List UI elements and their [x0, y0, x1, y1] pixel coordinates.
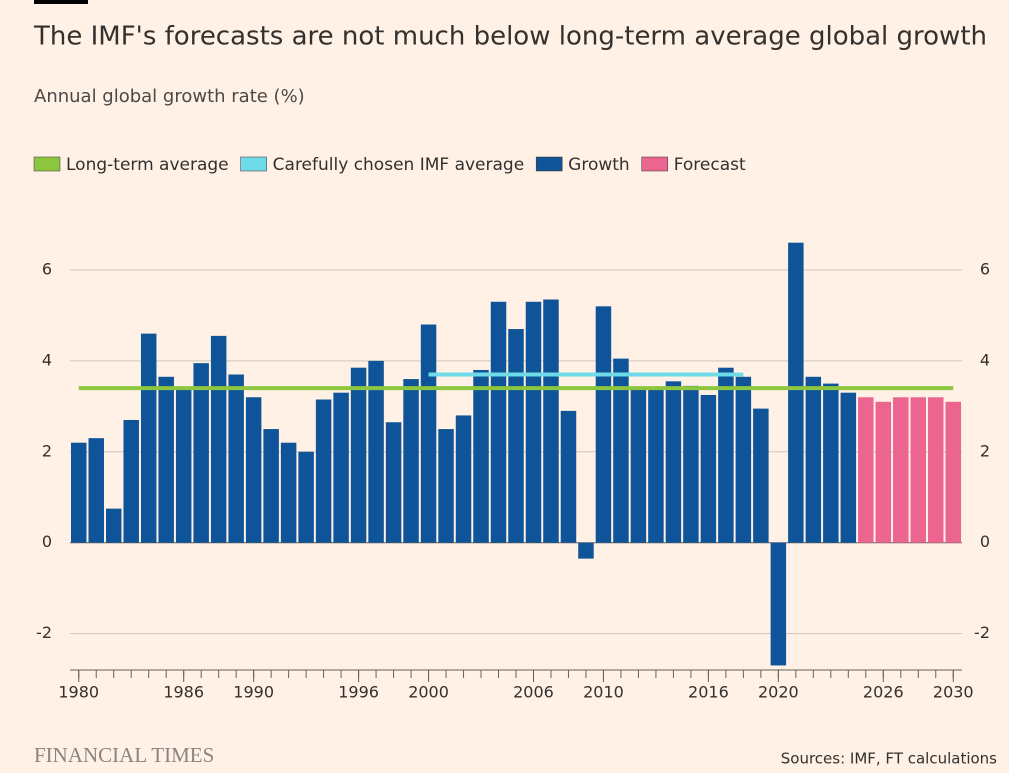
bar [280, 442, 297, 543]
bar [595, 306, 612, 543]
bar [193, 363, 209, 543]
bar [928, 397, 944, 543]
y-tick-label: 4 [42, 350, 52, 369]
bar [788, 242, 804, 543]
bar [140, 333, 157, 543]
bar [893, 397, 909, 543]
legend-swatch [641, 156, 668, 172]
x-tick-label: 2016 [688, 683, 729, 702]
y-tick-label: 0 [980, 532, 990, 551]
bar [665, 381, 682, 543]
x-tick-label: 2020 [758, 683, 799, 702]
legend-label: Growth [568, 155, 630, 175]
brand-bar [34, 0, 88, 4]
bar [700, 394, 717, 543]
bar [158, 376, 174, 543]
bar [840, 392, 857, 543]
x-tick-label: 1990 [233, 683, 274, 702]
bar [508, 329, 524, 543]
bar [123, 419, 139, 543]
chart-subtitle: Annual global growth rate (%) [34, 86, 305, 107]
y-tick-label: 6 [42, 259, 52, 278]
y-tick-label: 0 [42, 532, 52, 551]
bar [473, 369, 489, 543]
bar [333, 392, 349, 543]
bar [875, 401, 892, 543]
legend-label: Long-term average [66, 155, 229, 175]
bar [175, 388, 192, 543]
bar [770, 542, 787, 666]
bar [315, 399, 332, 543]
bar [578, 542, 594, 559]
bar [71, 442, 87, 543]
bar [805, 376, 822, 543]
bar [368, 360, 384, 543]
chart-title: The IMF's forecasts are not much below l… [33, 22, 987, 52]
bar [858, 397, 874, 543]
bar [438, 429, 454, 543]
legend: Long-term average Carefully chosen IMF av… [33, 155, 746, 175]
bar [630, 388, 647, 543]
bar [823, 383, 839, 543]
bar [753, 408, 769, 543]
bar [910, 397, 927, 543]
bar [350, 367, 367, 543]
bar [718, 367, 734, 543]
bar [613, 358, 629, 543]
bar [245, 397, 262, 543]
bar [945, 401, 961, 543]
bar [735, 376, 752, 543]
y-tick-label: 6 [980, 259, 990, 278]
x-tick-label: 2026 [863, 683, 904, 702]
bar [525, 301, 542, 543]
bar [683, 385, 699, 543]
bar [543, 299, 559, 543]
bar [263, 429, 279, 543]
legend-swatch [240, 156, 267, 172]
y-tick-label: 4 [980, 350, 990, 369]
bar [210, 335, 227, 543]
brand: FINANCIAL TIMES [34, 743, 214, 767]
bar [560, 410, 577, 543]
legend-label: Forecast [674, 155, 746, 175]
legend-label: Carefully chosen IMF average [273, 155, 525, 175]
y-tick-label: -2 [36, 623, 52, 642]
bar [298, 451, 314, 543]
bar [648, 388, 664, 543]
bar [490, 301, 507, 543]
y-tick-label: 2 [42, 441, 52, 460]
x-tick-label: 1996 [338, 683, 379, 702]
bar [455, 415, 472, 543]
y-tick-label: 2 [980, 441, 990, 460]
source: Sources: IMF, FT calculations [781, 750, 997, 768]
x-tick-label: 1980 [58, 683, 99, 702]
bar [403, 379, 419, 543]
x-tick-label: 2030 [933, 683, 974, 702]
bar [105, 508, 122, 543]
bar [420, 324, 437, 543]
legend-swatch [535, 156, 563, 172]
legend-swatch [33, 156, 61, 172]
x-tick-label: 1986 [163, 683, 204, 702]
x-tick-label: 2000 [408, 683, 449, 702]
x-tick-label: 2010 [583, 683, 624, 702]
x-tick-label: 2006 [513, 683, 554, 702]
bar [228, 374, 244, 543]
bar [385, 422, 402, 543]
y-tick-label: -2 [974, 623, 990, 642]
bar [88, 438, 104, 543]
